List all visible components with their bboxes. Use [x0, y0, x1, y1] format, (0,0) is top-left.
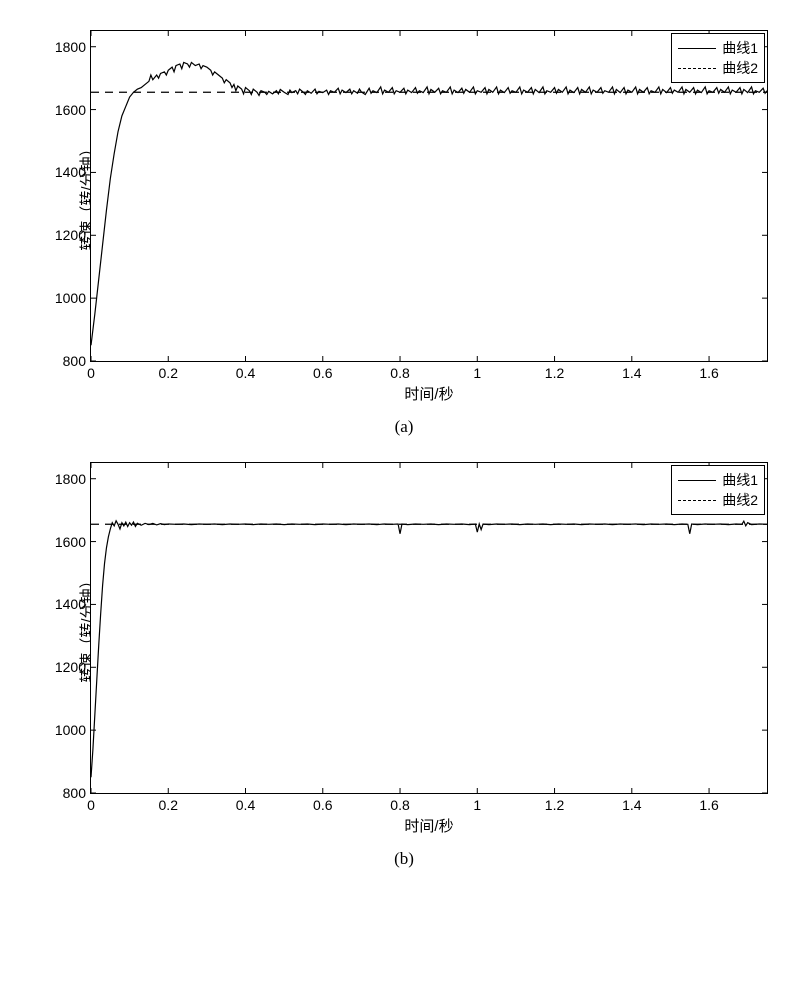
y-tick-label: 1600 — [55, 534, 86, 550]
legend-line-dashed-icon — [678, 500, 716, 501]
x-tick-label: 1.2 — [545, 797, 564, 813]
y-ticks-a: 80010001200140016001800 — [46, 31, 86, 361]
x-tick-label: 0.2 — [159, 797, 178, 813]
x-tick-label: 1.4 — [622, 365, 641, 381]
x-tick-label: 0.4 — [236, 797, 255, 813]
figure-a: 转速（转/分钟） 80010001200140016001800 00.20.4… — [20, 30, 788, 437]
legend-label-2-b: 曲线2 — [722, 490, 758, 510]
x-tick-label: 1.4 — [622, 797, 641, 813]
x-tick-label: 0.2 — [159, 365, 178, 381]
legend-line-solid-icon — [678, 48, 716, 49]
legend-label-1-b: 曲线1 — [722, 470, 758, 490]
x-axis-label-a: 时间/秒 — [404, 383, 453, 404]
subplot-label-a: (a) — [20, 417, 788, 437]
x-tick-label: 1 — [473, 365, 481, 381]
x-ticks-a: 00.20.40.60.811.21.41.6 — [91, 363, 767, 383]
legend-label-1-a: 曲线1 — [722, 38, 758, 58]
y-tick-label: 1000 — [55, 290, 86, 306]
y-tick-label: 800 — [63, 353, 86, 369]
x-tick-label: 0 — [87, 797, 95, 813]
subplot-label-b: (b) — [20, 849, 788, 869]
x-tick-label: 0.8 — [390, 797, 409, 813]
legend-line-dashed-icon — [678, 68, 716, 69]
figure-b: 转速（转/分钟） 80010001200140016001800 00.20.4… — [20, 462, 788, 869]
x-tick-label: 0.4 — [236, 365, 255, 381]
plot-area-a: 80010001200140016001800 00.20.40.60.811.… — [90, 30, 768, 362]
chart-svg-a — [91, 31, 767, 361]
y-ticks-b: 80010001200140016001800 — [46, 463, 86, 793]
y-tick-label: 1200 — [55, 227, 86, 243]
y-tick-label: 1200 — [55, 659, 86, 675]
x-tick-label: 1.6 — [699, 797, 718, 813]
plot-area-b: 80010001200140016001800 00.20.40.60.811.… — [90, 462, 768, 794]
y-tick-label: 1400 — [55, 164, 86, 180]
legend-b: 曲线1 曲线2 — [671, 465, 765, 515]
legend-line-solid-icon — [678, 480, 716, 481]
y-tick-label: 800 — [63, 785, 86, 801]
y-tick-label: 1600 — [55, 102, 86, 118]
x-tick-label: 1.2 — [545, 365, 564, 381]
x-axis-label-b: 时间/秒 — [404, 815, 453, 836]
chart-svg-b — [91, 463, 767, 793]
x-tick-label: 0.8 — [390, 365, 409, 381]
x-tick-label: 0 — [87, 365, 95, 381]
x-ticks-b: 00.20.40.60.811.21.41.6 — [91, 795, 767, 815]
legend-a: 曲线1 曲线2 — [671, 33, 765, 83]
x-tick-label: 0.6 — [313, 365, 332, 381]
y-tick-label: 1400 — [55, 596, 86, 612]
y-tick-label: 1000 — [55, 722, 86, 738]
y-tick-label: 1800 — [55, 471, 86, 487]
legend-label-2-a: 曲线2 — [722, 58, 758, 78]
x-tick-label: 0.6 — [313, 797, 332, 813]
y-tick-label: 1800 — [55, 39, 86, 55]
x-tick-label: 1 — [473, 797, 481, 813]
x-tick-label: 1.6 — [699, 365, 718, 381]
